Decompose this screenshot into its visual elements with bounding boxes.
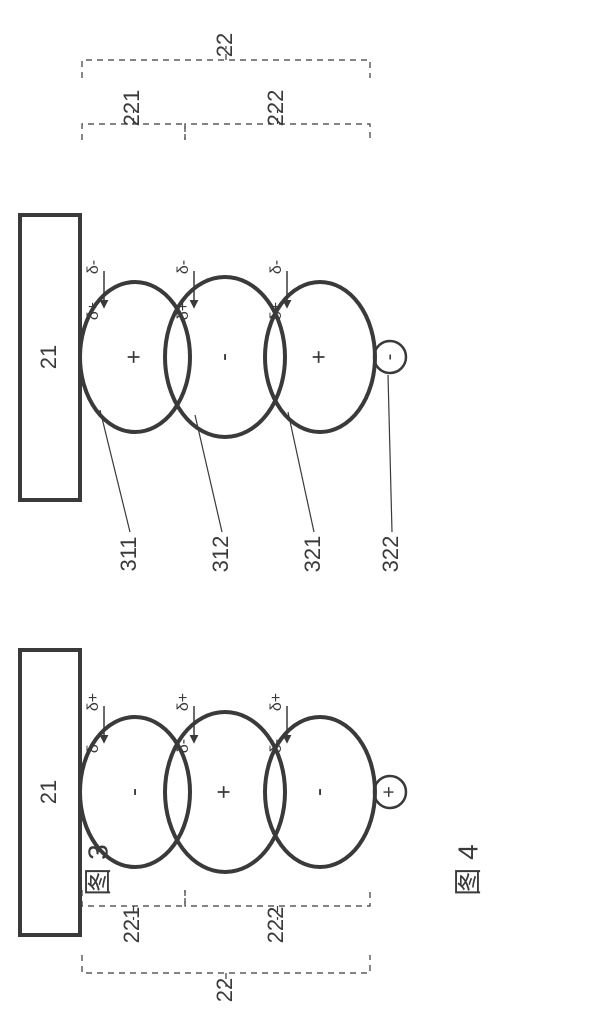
leader-line [388,375,392,532]
delta-bot: δ+ [85,302,102,320]
delta-bot: δ+ [268,302,285,320]
delta-bot: δ- [85,739,102,753]
ellipse-sign: - [305,788,332,796]
bracket [82,955,370,973]
bracket-label: 222 [263,907,288,944]
rect-label: 21 [36,780,61,804]
bracket [82,60,370,78]
bracket-label: 221 [119,90,144,127]
ellipse-sign: + [210,785,237,799]
delta-top: δ- [85,260,102,274]
delta-bot: δ+ [175,302,192,320]
bracket-label: 22 [212,978,237,1002]
delta-top: δ- [268,260,285,274]
delta-top: δ+ [268,693,285,711]
delta-top: δ- [175,260,192,274]
leader-label: 322 [378,536,403,573]
leader-label: 321 [300,536,325,573]
ion-sign: + [378,786,400,798]
delta-bot: δ- [268,739,285,753]
ellipse-sign: + [305,350,332,364]
ellipse-sign: - [210,353,237,361]
figure-caption: 图 4 [452,844,483,895]
bracket-label: 222 [263,90,288,127]
leader-label: 312 [208,536,233,573]
bracket [185,890,370,906]
delta-bot: δ- [175,739,192,753]
ellipse-sign: - [120,788,147,796]
ellipse-sign: + [120,350,147,364]
bracket-label: 22 [212,33,237,57]
bracket-label: 221 [119,907,144,944]
figure-caption: 图 3 [82,844,113,895]
rect-label: 21 [36,345,61,369]
leader-label: 311 [116,536,141,571]
delta-top: δ+ [175,693,192,711]
ion-sign: - [378,354,400,361]
delta-top: δ+ [85,693,102,711]
